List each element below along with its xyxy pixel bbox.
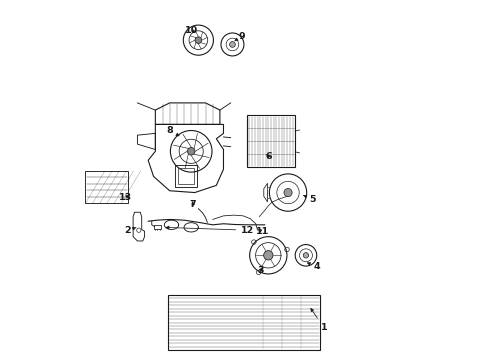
Circle shape (303, 253, 309, 258)
Text: 9: 9 (235, 32, 245, 41)
Bar (168, 295, 320, 350)
Circle shape (230, 41, 235, 47)
Text: 10: 10 (185, 26, 198, 35)
Text: 5: 5 (304, 195, 316, 204)
Circle shape (188, 148, 195, 155)
Text: 12: 12 (166, 226, 254, 235)
Bar (247, 116, 295, 167)
Bar (153, 225, 161, 229)
Text: 2: 2 (124, 226, 136, 235)
Text: 13: 13 (120, 193, 132, 202)
Circle shape (195, 37, 202, 44)
Text: 1: 1 (311, 309, 327, 332)
Text: 4: 4 (307, 262, 320, 271)
Text: 7: 7 (190, 200, 196, 209)
Text: 6: 6 (265, 152, 271, 161)
Bar (85, 171, 128, 203)
Text: 8: 8 (166, 126, 179, 136)
Text: 3: 3 (257, 266, 264, 275)
Bar (178, 168, 195, 184)
Circle shape (264, 251, 273, 260)
Circle shape (284, 188, 292, 197)
Bar (175, 165, 197, 187)
Text: 11: 11 (256, 228, 269, 237)
